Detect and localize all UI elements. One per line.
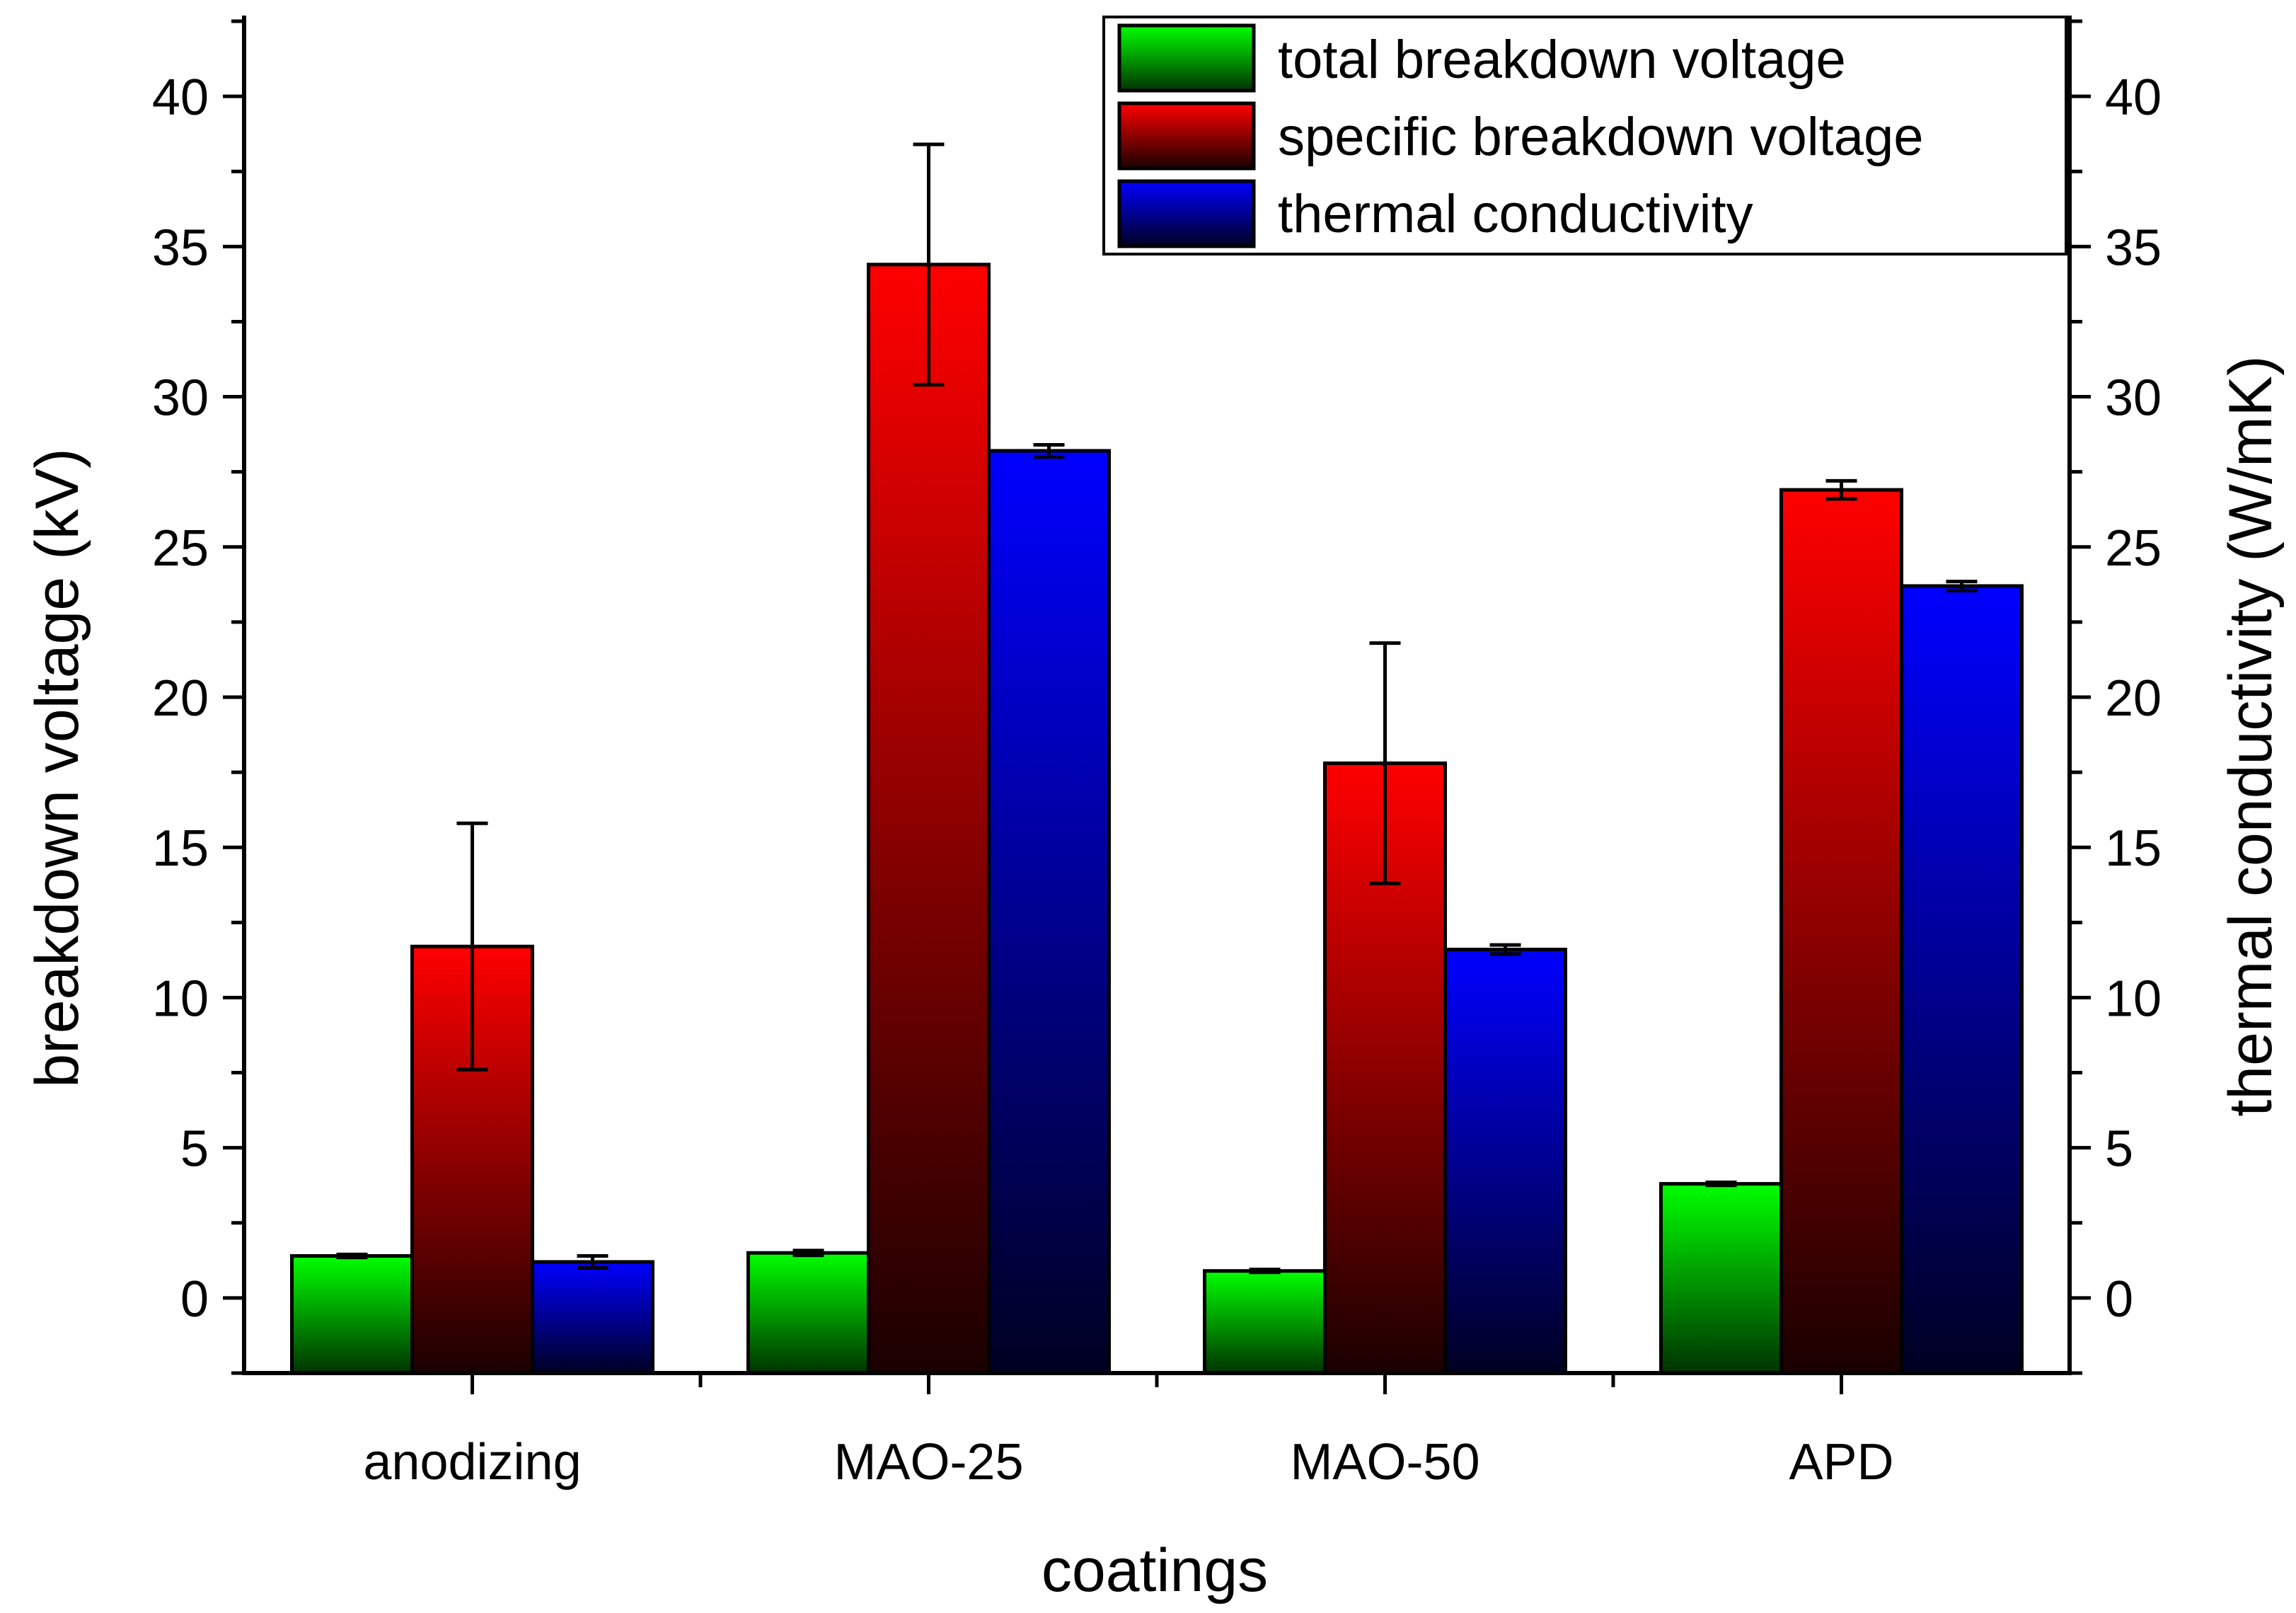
- legend-box: [1102, 16, 2067, 256]
- y-tick-label: 10: [152, 970, 209, 1027]
- bar-specific-breakdown-voltage-APD: [1779, 488, 1903, 1375]
- y-tick-label: 35: [152, 219, 209, 276]
- y-tick-label: 15: [152, 820, 209, 877]
- bar-total-breakdown-voltage-MAO-25: [746, 1251, 870, 1375]
- x-tick-label-MAO-50: MAO-50: [1290, 1434, 1479, 1491]
- y2-tick-label: 15: [2105, 820, 2162, 877]
- legend: total breakdown voltage specific breakdo…: [1102, 16, 2067, 256]
- y-tick-label: 25: [152, 520, 209, 577]
- bar-specific-breakdown-voltage-MAO-25: [867, 263, 991, 1375]
- error-bars-layer: [336, 142, 1978, 1275]
- bar-thermal-conductivity-APD: [1900, 584, 2024, 1375]
- y2-tick-label: 0: [2105, 1271, 2133, 1328]
- x-axis-title: coatings: [1042, 1537, 1268, 1605]
- bar-total-breakdown-voltage-APD: [1659, 1182, 1783, 1375]
- y2-tick-label: 30: [2105, 370, 2162, 427]
- legend-swatch-total: [1117, 23, 1256, 93]
- x-tick-label-anodizing: anodizing: [363, 1434, 581, 1491]
- bar-thermal-conductivity-anodizing: [531, 1260, 654, 1375]
- y2-tick-label: 25: [2105, 520, 2162, 577]
- y-tick-label: 30: [152, 370, 209, 427]
- y2-tick-label: 40: [2105, 69, 2162, 126]
- axes-layer: anodizing MAO-25 MAO-50 APD 0 5 10 15 20 25 30 35 40…: [152, 16, 2162, 1491]
- legend-swatch-specific: [1117, 101, 1256, 171]
- y2-tick-label: 20: [2105, 670, 2162, 727]
- legend-label-total: total breakdown voltage: [1278, 30, 1846, 90]
- x-tick-label-APD: APD: [1789, 1434, 1893, 1491]
- legend-label-specific: specific breakdown voltage: [1278, 107, 1924, 167]
- bar-total-breakdown-voltage-MAO-50: [1203, 1269, 1327, 1375]
- legend-label-thermal: thermal conductivity: [1278, 184, 1753, 244]
- y2-axis-title: thermal conductivity (W/mK): [2217, 355, 2285, 1116]
- bar-thermal-conductivity-MAO-50: [1443, 948, 1567, 1375]
- y2-tick-label: 10: [2105, 970, 2162, 1027]
- bar-total-breakdown-voltage-anodizing: [290, 1253, 414, 1375]
- y-tick-label: 0: [180, 1271, 209, 1328]
- y-tick-label: 40: [152, 69, 209, 126]
- y-axis-title: breakdown voltage (kV): [23, 448, 91, 1087]
- x-tick-label-MAO-25: MAO-25: [833, 1434, 1023, 1491]
- y2-tick-label: 35: [2105, 219, 2162, 276]
- bar-thermal-conductivity-MAO-25: [987, 449, 1111, 1375]
- y-tick-label: 5: [180, 1121, 209, 1178]
- y-tick-label: 20: [152, 670, 209, 727]
- bars-layer: [290, 263, 2024, 1375]
- legend-swatch-thermal: [1117, 179, 1256, 248]
- y2-tick-label: 5: [2105, 1121, 2133, 1178]
